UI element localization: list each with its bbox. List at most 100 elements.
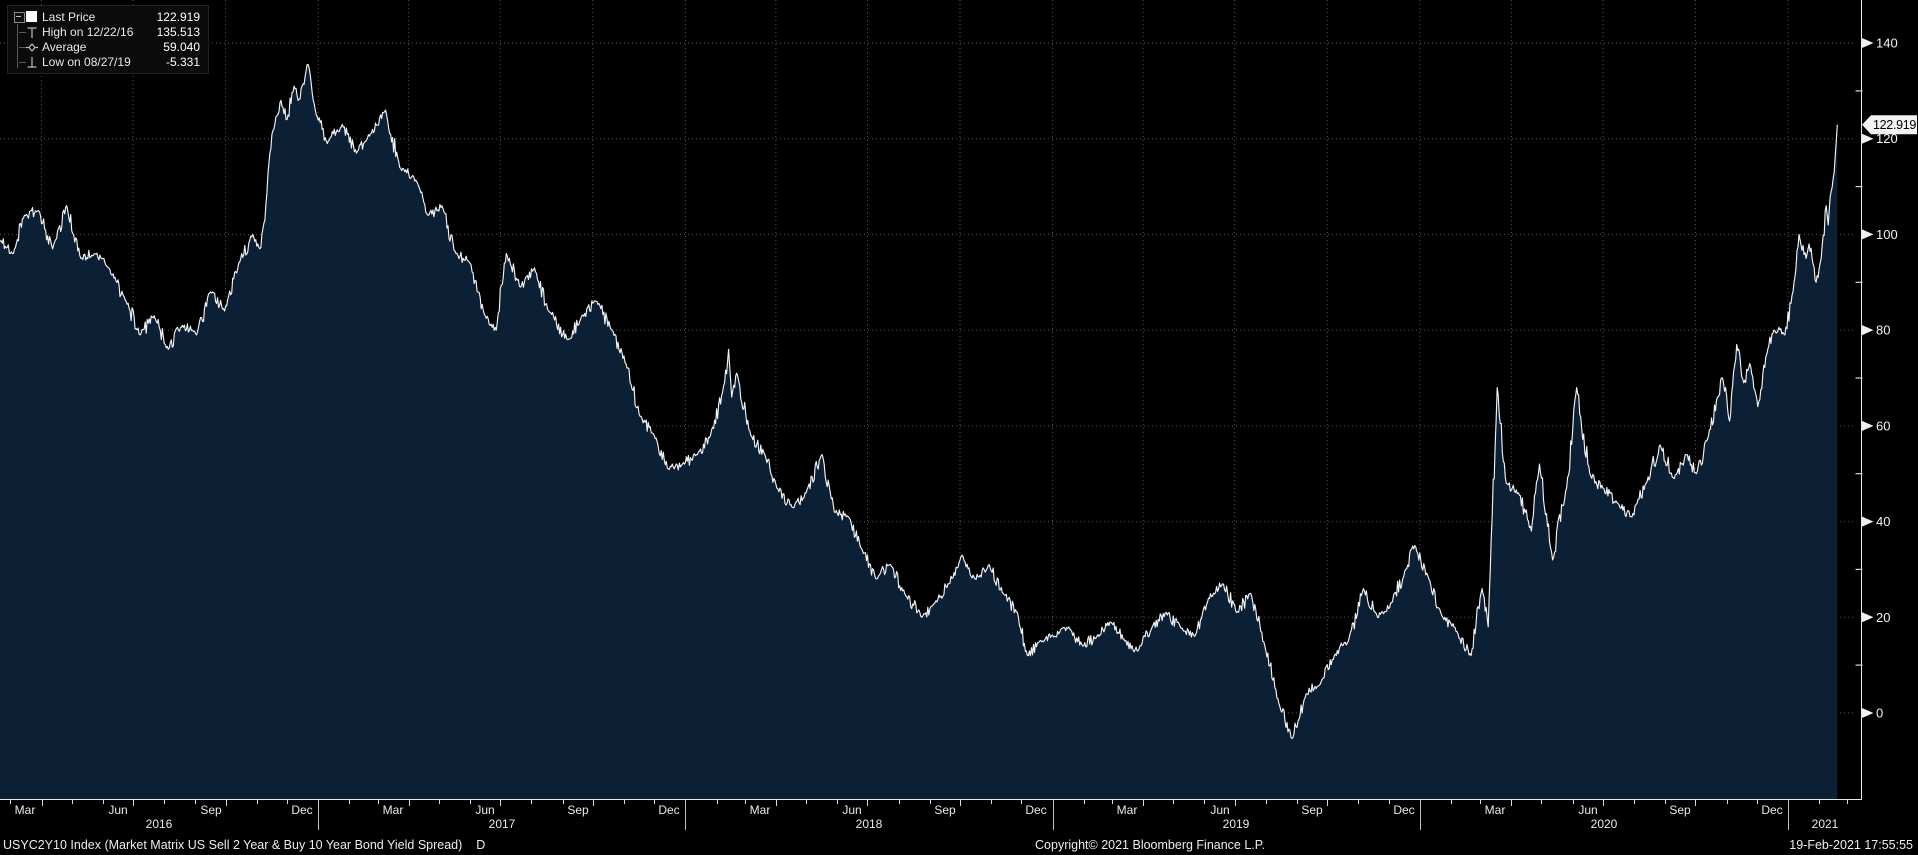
month-tick xyxy=(1603,800,1604,806)
month-tick xyxy=(257,800,258,804)
month-tick xyxy=(1204,800,1205,804)
month-tick xyxy=(1480,800,1481,804)
high-tack-icon xyxy=(27,26,37,38)
year-label: 2020 xyxy=(1590,817,1618,831)
y-tick-arrow-icon xyxy=(1862,133,1874,144)
month-label: Dec xyxy=(1025,803,1047,817)
month-tick xyxy=(378,800,379,804)
month-tick xyxy=(1021,800,1022,804)
legend-glyph-cell xyxy=(10,25,42,39)
legend-tree-line xyxy=(17,24,18,68)
year-divider xyxy=(685,801,686,830)
legend-tree-stub xyxy=(19,61,26,63)
legend-row-average[interactable]: Average 59.040 xyxy=(8,39,208,54)
month-tick xyxy=(1143,800,1144,806)
y-axis-labels: 0 20 40 60 80 100 120 140 xyxy=(1855,36,1898,721)
status-bar: USYC2Y10 Index (Market Matrix US Sell 2 … xyxy=(0,835,1918,855)
month-label: Jun xyxy=(108,803,128,817)
y-tick-label: 20 xyxy=(1876,610,1890,625)
year-label: 2019 xyxy=(1222,817,1250,831)
month-tick xyxy=(1847,800,1848,804)
month-tick xyxy=(837,800,838,804)
month-tick xyxy=(1235,800,1236,806)
month-tick xyxy=(717,800,718,804)
month-tick xyxy=(593,800,594,806)
year-divider xyxy=(318,801,319,830)
legend-value: 59.040 xyxy=(163,39,200,54)
month-tick xyxy=(409,800,410,806)
month-tick xyxy=(1695,800,1696,806)
year-label: 2017 xyxy=(488,817,516,831)
month-tick xyxy=(1389,800,1390,804)
month-tick xyxy=(349,800,350,804)
year-label: 2016 xyxy=(145,817,173,831)
legend-tree-stub xyxy=(19,46,26,48)
month-label: Dec xyxy=(1761,803,1783,817)
month-tick xyxy=(806,800,807,804)
month-tick xyxy=(10,800,11,804)
legend-row-last-price[interactable]: Last Price 122.919 xyxy=(8,9,208,24)
month-label: Mar xyxy=(1484,803,1506,817)
month-label: Mar xyxy=(1116,803,1138,817)
month-tick xyxy=(1327,800,1328,806)
last-price-tag-value: 122.919 xyxy=(1873,118,1916,132)
month-tick xyxy=(42,800,43,806)
y-tick-arrow-icon xyxy=(1862,229,1874,240)
month-tick xyxy=(1634,800,1635,804)
month-tick xyxy=(563,800,564,804)
legend-value: 135.513 xyxy=(156,24,200,39)
y-tick-arrow-icon xyxy=(1862,516,1874,527)
legend-row-low-on-08-27-19[interactable]: Low on 08/27/19 -5.331 xyxy=(8,54,208,69)
square-marker xyxy=(26,10,37,22)
month-tick xyxy=(1084,800,1085,804)
month-tick xyxy=(500,800,501,806)
month-tick xyxy=(439,800,440,804)
month-tick xyxy=(133,800,134,806)
legend-glyph-cell xyxy=(10,10,42,24)
price-line xyxy=(0,63,1838,740)
month-tick xyxy=(1573,800,1574,804)
last-price-tag: 122.919 xyxy=(1862,115,1917,135)
month-tick xyxy=(72,800,73,804)
month-label: Mar xyxy=(749,803,771,817)
month-tick xyxy=(1451,800,1452,804)
timestamp: 19-Feb-2021 17:55:55 xyxy=(1789,838,1913,852)
collapse-toggle-icon[interactable] xyxy=(14,11,25,23)
month-tick xyxy=(1757,800,1758,804)
month-label: Sep xyxy=(1669,803,1691,817)
y-tick-label: 60 xyxy=(1876,418,1890,433)
security-description: USYC2Y10 Index (Market Matrix US Sell 2 … xyxy=(3,838,485,852)
y-tick-label: 80 xyxy=(1876,323,1890,338)
month-label: Jun xyxy=(1210,803,1230,817)
month-tick xyxy=(1511,800,1512,806)
y-tick-arrow-icon xyxy=(1862,708,1874,718)
month-label: Mar xyxy=(382,803,404,817)
month-tick xyxy=(1112,800,1113,804)
legend-row-high-on-12-22-16[interactable]: High on 12/22/16 135.513 xyxy=(8,24,208,39)
month-tick xyxy=(991,800,992,804)
area-fill xyxy=(0,64,1838,800)
month-tick xyxy=(287,800,288,804)
y-tick-label: 40 xyxy=(1876,514,1890,529)
y-tick-label: 140 xyxy=(1876,36,1898,51)
month-tick xyxy=(776,800,777,806)
periodicity-flag[interactable]: D xyxy=(476,838,486,852)
legend-label: Average xyxy=(42,39,87,54)
legend-box: Last Price 122.919 High on 12/22/16 135.513… xyxy=(7,5,209,74)
month-label: Sep xyxy=(934,803,956,817)
month-tick xyxy=(1266,800,1267,804)
month-label: Dec xyxy=(291,803,313,817)
month-tick xyxy=(226,800,227,806)
year-label: 2021 xyxy=(1811,817,1839,831)
month-tick xyxy=(1665,800,1666,804)
y-tick-arrow-icon xyxy=(1862,325,1874,336)
y-tick-arrow-icon xyxy=(1862,420,1874,431)
legend-label: Last Price xyxy=(42,9,96,24)
month-label: Sep xyxy=(1301,803,1323,817)
y-tick-arrow-icon xyxy=(1862,612,1874,623)
month-tick xyxy=(531,800,532,804)
year-divider xyxy=(1420,801,1421,830)
price-area-chart[interactable]: 0 20 40 60 80 100 120 140 122.919 xyxy=(0,0,1918,800)
year-divider xyxy=(1053,801,1054,830)
month-tick xyxy=(1358,800,1359,804)
